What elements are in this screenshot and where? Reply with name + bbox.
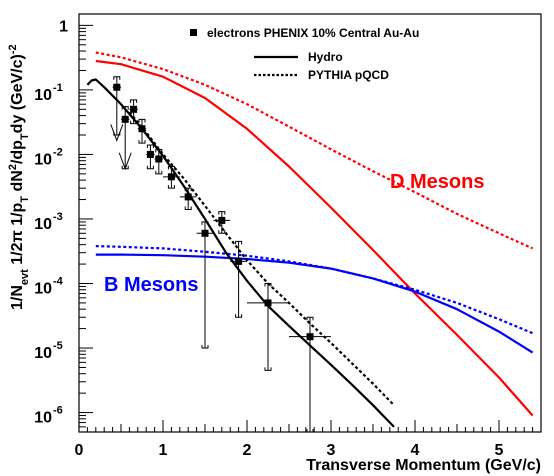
data-point-7 [184,193,192,201]
x-tick-label: 4 [411,442,420,459]
data-point-brackets-3 [138,118,146,144]
data-point-1 [121,115,129,123]
y-tick-exponent: -1 [53,82,63,94]
d-mesons-hydro-curve [95,59,534,417]
upper-limit-arrow-1 [118,152,132,171]
data-point-10 [235,257,243,265]
data-point-brackets-5 [155,148,163,175]
y-tick-label: 10 [34,410,52,427]
x-tick-label: 0 [75,442,84,459]
y-tick-exponent: -3 [53,211,63,223]
data-point-8 [201,229,209,237]
y-tick-exponent: -2 [53,146,63,158]
y-tick-exponent: -4 [53,276,64,288]
y-tick-exponent: -6 [53,405,63,417]
x-tick-label: 5 [495,442,504,459]
data-point-12 [306,333,314,341]
y-tick-label: 10 [34,151,52,168]
data-point-brackets-2 [130,99,138,125]
data-point-11 [264,299,272,307]
legend-entry-data: electrons PHENIX 10% Central Au-Au [207,26,419,40]
x-tick-label: 3 [327,442,336,459]
data-point-9 [218,216,226,224]
ticks-layer [78,24,542,433]
plot-frame [78,13,542,433]
legend-entry-pythia: PYTHIA pQCD [308,68,389,82]
x-tick-label: 1 [159,442,168,459]
data-point-brackets-6 [167,166,175,189]
annotation-b-mesons: B Mesons [104,274,198,296]
hydro-electron-curve [86,78,395,428]
upper-limit-arrow-0 [110,124,124,142]
pythia-electron-curve [128,111,395,406]
y-tick-label: 10 [34,216,52,233]
x-tick-label: 2 [243,442,252,459]
legend-entry-hydro: Hydro [308,50,343,64]
data-point-brackets-10 [235,240,243,318]
data-point-brackets-11 [264,283,272,371]
legend-marker-icon [190,29,197,36]
annotation-d-mesons: D Mesons [390,171,484,193]
legend: electrons PHENIX 10% Central Au-Au Hydro… [190,26,419,82]
data-point-6 [167,173,175,181]
b-mesons-pythia-curve [95,245,534,335]
data-point-2 [130,105,138,113]
y-tick-exponent: -5 [53,340,63,352]
data-point-5 [155,155,163,163]
x-axis-title: Transverse Momentum (GeV/c) [306,457,541,474]
data-point-4 [146,150,154,158]
data-point-brackets-4 [146,144,154,170]
y-tick-label: 10 [34,281,52,298]
curves-layer [86,51,534,428]
data-point-0 [113,83,121,91]
d-mesons-pythia-curve [95,51,534,250]
data-point-brackets-8 [201,221,209,349]
data-point-brackets-9 [218,211,226,234]
data-point-brackets-7 [184,187,192,211]
data-point-3 [138,125,146,133]
y-tick-label: 1 [59,18,68,35]
data-points-layer [110,76,331,433]
y-tick-label: 10 [34,87,52,104]
y-tick-label: 10 [34,345,52,362]
